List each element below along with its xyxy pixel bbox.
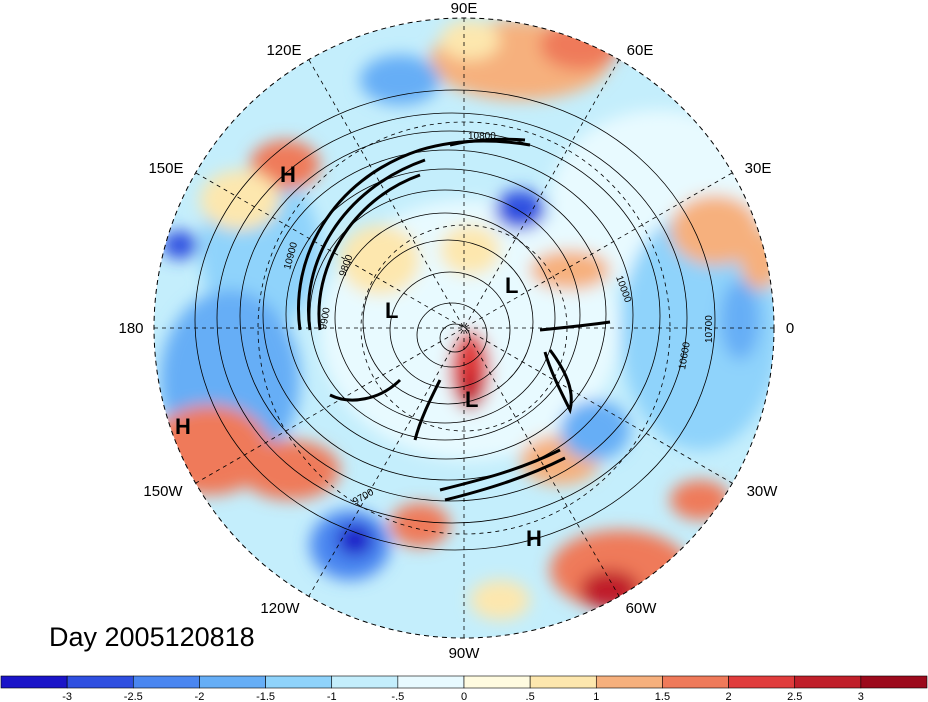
longitude-labels: 90E 120E 60E 150E 30E 180 0 150W 30W 120… xyxy=(118,0,794,662)
lon-label-30w: 30W xyxy=(747,483,779,500)
low-marker-arctic-west: L xyxy=(385,298,398,323)
colorbar-swatch xyxy=(860,675,928,689)
colorbar-swatch xyxy=(0,675,68,689)
lon-label-60e: 60E xyxy=(627,42,654,59)
contour-label-6: 10700 xyxy=(704,315,715,343)
colorbar-label: -2.5 xyxy=(124,691,143,702)
lon-label-120w: 120W xyxy=(260,600,300,617)
colorbar-label: -2 xyxy=(195,691,205,702)
lon-label-60w: 60W xyxy=(626,600,658,617)
lon-label-150w: 150W xyxy=(143,483,183,500)
colorbar-label: 1 xyxy=(593,691,599,702)
colorbar-swatch xyxy=(132,675,200,689)
colorbar-label: 3 xyxy=(858,691,864,702)
pressure-systems: H H H L L L xyxy=(175,162,542,551)
height-contours xyxy=(154,18,774,638)
day-title: Day 2005120818 xyxy=(49,622,255,652)
colorbar-label: -1 xyxy=(327,691,337,702)
map-boundary xyxy=(153,17,775,639)
colorbar-label: 2.5 xyxy=(787,691,802,702)
colorbar-label: -1.5 xyxy=(256,691,275,702)
colorbar-swatch xyxy=(794,675,862,689)
lon-label-120e: 120E xyxy=(266,42,301,59)
colorbar-label: .5 xyxy=(526,691,535,702)
high-marker-atlantic: H xyxy=(526,526,542,551)
colorbar-label: -3 xyxy=(62,691,72,702)
high-marker-pacific: H xyxy=(175,414,191,439)
colorbar-swatch xyxy=(463,675,531,689)
lon-label-90w: 90W xyxy=(449,645,481,662)
colorbar-swatch xyxy=(728,675,796,689)
high-marker-east-asia: H xyxy=(280,162,296,187)
colorbar-swatch xyxy=(595,675,663,689)
contour-label-5: 10600 xyxy=(677,341,693,371)
colorbar-swatch xyxy=(662,675,729,689)
colorbar-swatch xyxy=(529,675,597,689)
low-marker-arctic-east: L xyxy=(505,273,518,298)
colorbar-swatch xyxy=(265,675,333,689)
colorbar-swatch xyxy=(66,675,134,689)
contour-label-1: 10800 xyxy=(468,131,496,142)
lon-label-150e: 150E xyxy=(148,160,183,177)
colorbar-label: 0 xyxy=(461,691,467,702)
colorbar-label: -.5 xyxy=(391,691,404,702)
lon-label-180: 180 xyxy=(118,320,143,337)
contour-label-3: 9900 xyxy=(318,306,333,330)
lon-label-0: 0 xyxy=(786,320,794,337)
lon-label-90e: 90E xyxy=(451,0,478,17)
colorbar: -3 -2.5 -2 -1.5 -1 -.5 0 .5 1 1.5 2 2.5 3 xyxy=(0,675,928,702)
colorbar-label: 2 xyxy=(726,691,732,702)
colorbar-swatch xyxy=(397,675,465,689)
lon-label-30e: 30E xyxy=(745,160,772,177)
colorbar-swatch xyxy=(199,675,266,689)
colorbar-swatch xyxy=(331,675,399,689)
colorbar-label: 1.5 xyxy=(655,691,670,702)
low-marker-canada: L xyxy=(465,387,478,412)
